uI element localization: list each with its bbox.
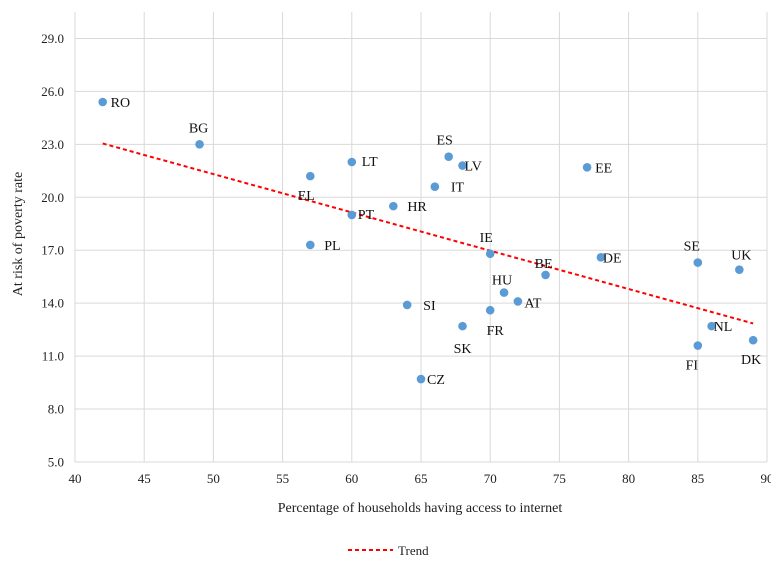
data-point-dk bbox=[748, 335, 758, 345]
data-point-fr bbox=[485, 305, 495, 315]
point-label-dk: DK bbox=[741, 353, 761, 368]
point-label-nl: NL bbox=[714, 320, 733, 335]
point-label-at: AT bbox=[524, 296, 542, 311]
data-point-ro bbox=[98, 97, 107, 107]
y-tick-label: 29.0 bbox=[41, 31, 64, 46]
data-point-uk bbox=[735, 265, 744, 274]
trend-line-layer bbox=[102, 142, 754, 325]
point-label-cz: CZ bbox=[427, 373, 445, 388]
data-point-nl bbox=[707, 321, 716, 331]
data-point-hu bbox=[499, 288, 509, 297]
x-tick-label: 50 bbox=[207, 471, 220, 486]
point-label-ro: RO bbox=[111, 96, 130, 111]
point-label-fi: FI bbox=[686, 359, 699, 374]
y-axis-title: At risk of poverty rate bbox=[11, 172, 26, 296]
x-tick-label: 40 bbox=[69, 471, 82, 486]
point-label-sk: SK bbox=[454, 342, 472, 357]
point-label-el: EL bbox=[298, 189, 315, 204]
data-point-ee bbox=[582, 162, 592, 172]
data-point-it bbox=[430, 182, 440, 192]
tick-labels: 40 45 50 55 60 65 70 75 80 85 90 5.0 8.0 11.0 14.0 17.0… bbox=[41, 31, 771, 486]
x-tick-label: 85 bbox=[691, 471, 704, 486]
x-axis-title: Percentage of households having access t… bbox=[278, 501, 563, 516]
data-point-de bbox=[596, 252, 606, 262]
data-point-ie bbox=[485, 249, 495, 259]
point-label-ee: EE bbox=[595, 161, 612, 176]
point-label-hu: HU bbox=[492, 274, 512, 289]
point-label-be: BE bbox=[535, 257, 553, 272]
y-tick-label: 14.0 bbox=[41, 296, 64, 311]
x-tick-label: 45 bbox=[138, 471, 151, 486]
point-label-lv: LV bbox=[465, 160, 482, 175]
point-label-pl: PL bbox=[324, 239, 340, 254]
point-label-uk: UK bbox=[731, 249, 751, 264]
point-label-hr: HR bbox=[407, 200, 427, 215]
data-point-el bbox=[305, 171, 315, 181]
data-point-hr bbox=[389, 201, 398, 211]
data-point-at bbox=[513, 297, 523, 306]
data-point-bg bbox=[195, 140, 204, 149]
data-points bbox=[98, 97, 758, 384]
y-tick-label: 17.0 bbox=[41, 243, 64, 258]
point-label-bg: BG bbox=[189, 121, 208, 136]
x-tick-label: 80 bbox=[622, 471, 635, 486]
data-point-lt bbox=[347, 157, 357, 167]
point-label-si: SI bbox=[423, 299, 436, 314]
data-point-pl bbox=[305, 240, 315, 250]
x-tick-label: 70 bbox=[484, 471, 497, 486]
data-point-se bbox=[693, 258, 703, 267]
x-tick-label: 60 bbox=[345, 471, 358, 486]
point-label-de: DE bbox=[603, 251, 622, 266]
data-point-pt bbox=[347, 210, 357, 220]
x-tick-label: 55 bbox=[276, 471, 289, 486]
y-tick-label: 23.0 bbox=[41, 137, 64, 152]
legend: Trend bbox=[348, 543, 429, 558]
trend-line bbox=[102, 142, 754, 325]
data-point-be bbox=[541, 270, 550, 280]
data-point-fi bbox=[693, 341, 703, 350]
point-label-se: SE bbox=[684, 240, 700, 255]
y-tick-label: 26.0 bbox=[41, 84, 64, 99]
point-label-es: ES bbox=[437, 134, 453, 149]
x-tick-label: 90 bbox=[761, 471, 771, 486]
point-label-ie: IE bbox=[480, 231, 493, 246]
point-label-pt: PT bbox=[358, 208, 375, 223]
point-labels: RO BG EL PL LT PT HR SI CZ IT ES LV SK IE FR HU AT BE EE DE… bbox=[111, 96, 762, 388]
data-point-cz bbox=[416, 374, 426, 384]
point-label-it: IT bbox=[451, 181, 465, 196]
x-tick-label: 65 bbox=[415, 471, 428, 486]
data-point-sk bbox=[458, 321, 467, 331]
data-point-si bbox=[402, 300, 412, 310]
y-tick-label: 8.0 bbox=[48, 402, 64, 417]
point-label-lt: LT bbox=[362, 155, 378, 170]
y-tick-label: 5.0 bbox=[48, 455, 64, 470]
y-tick-label: 11.0 bbox=[42, 349, 64, 364]
x-tick-label: 75 bbox=[553, 471, 566, 486]
point-label-fr: FR bbox=[487, 324, 505, 339]
y-tick-label: 20.0 bbox=[41, 190, 64, 205]
legend-trend-label: Trend bbox=[398, 543, 429, 558]
data-point-es bbox=[444, 152, 453, 162]
data-point-lv bbox=[458, 161, 467, 170]
gridlines bbox=[74, 12, 768, 463]
